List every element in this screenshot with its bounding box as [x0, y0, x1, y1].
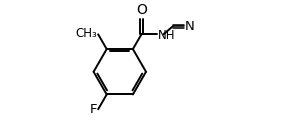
Text: O: O: [136, 3, 147, 17]
Text: F: F: [90, 103, 97, 116]
Text: N: N: [184, 20, 194, 33]
Text: NH: NH: [158, 29, 175, 42]
Text: CH₃: CH₃: [75, 27, 97, 40]
